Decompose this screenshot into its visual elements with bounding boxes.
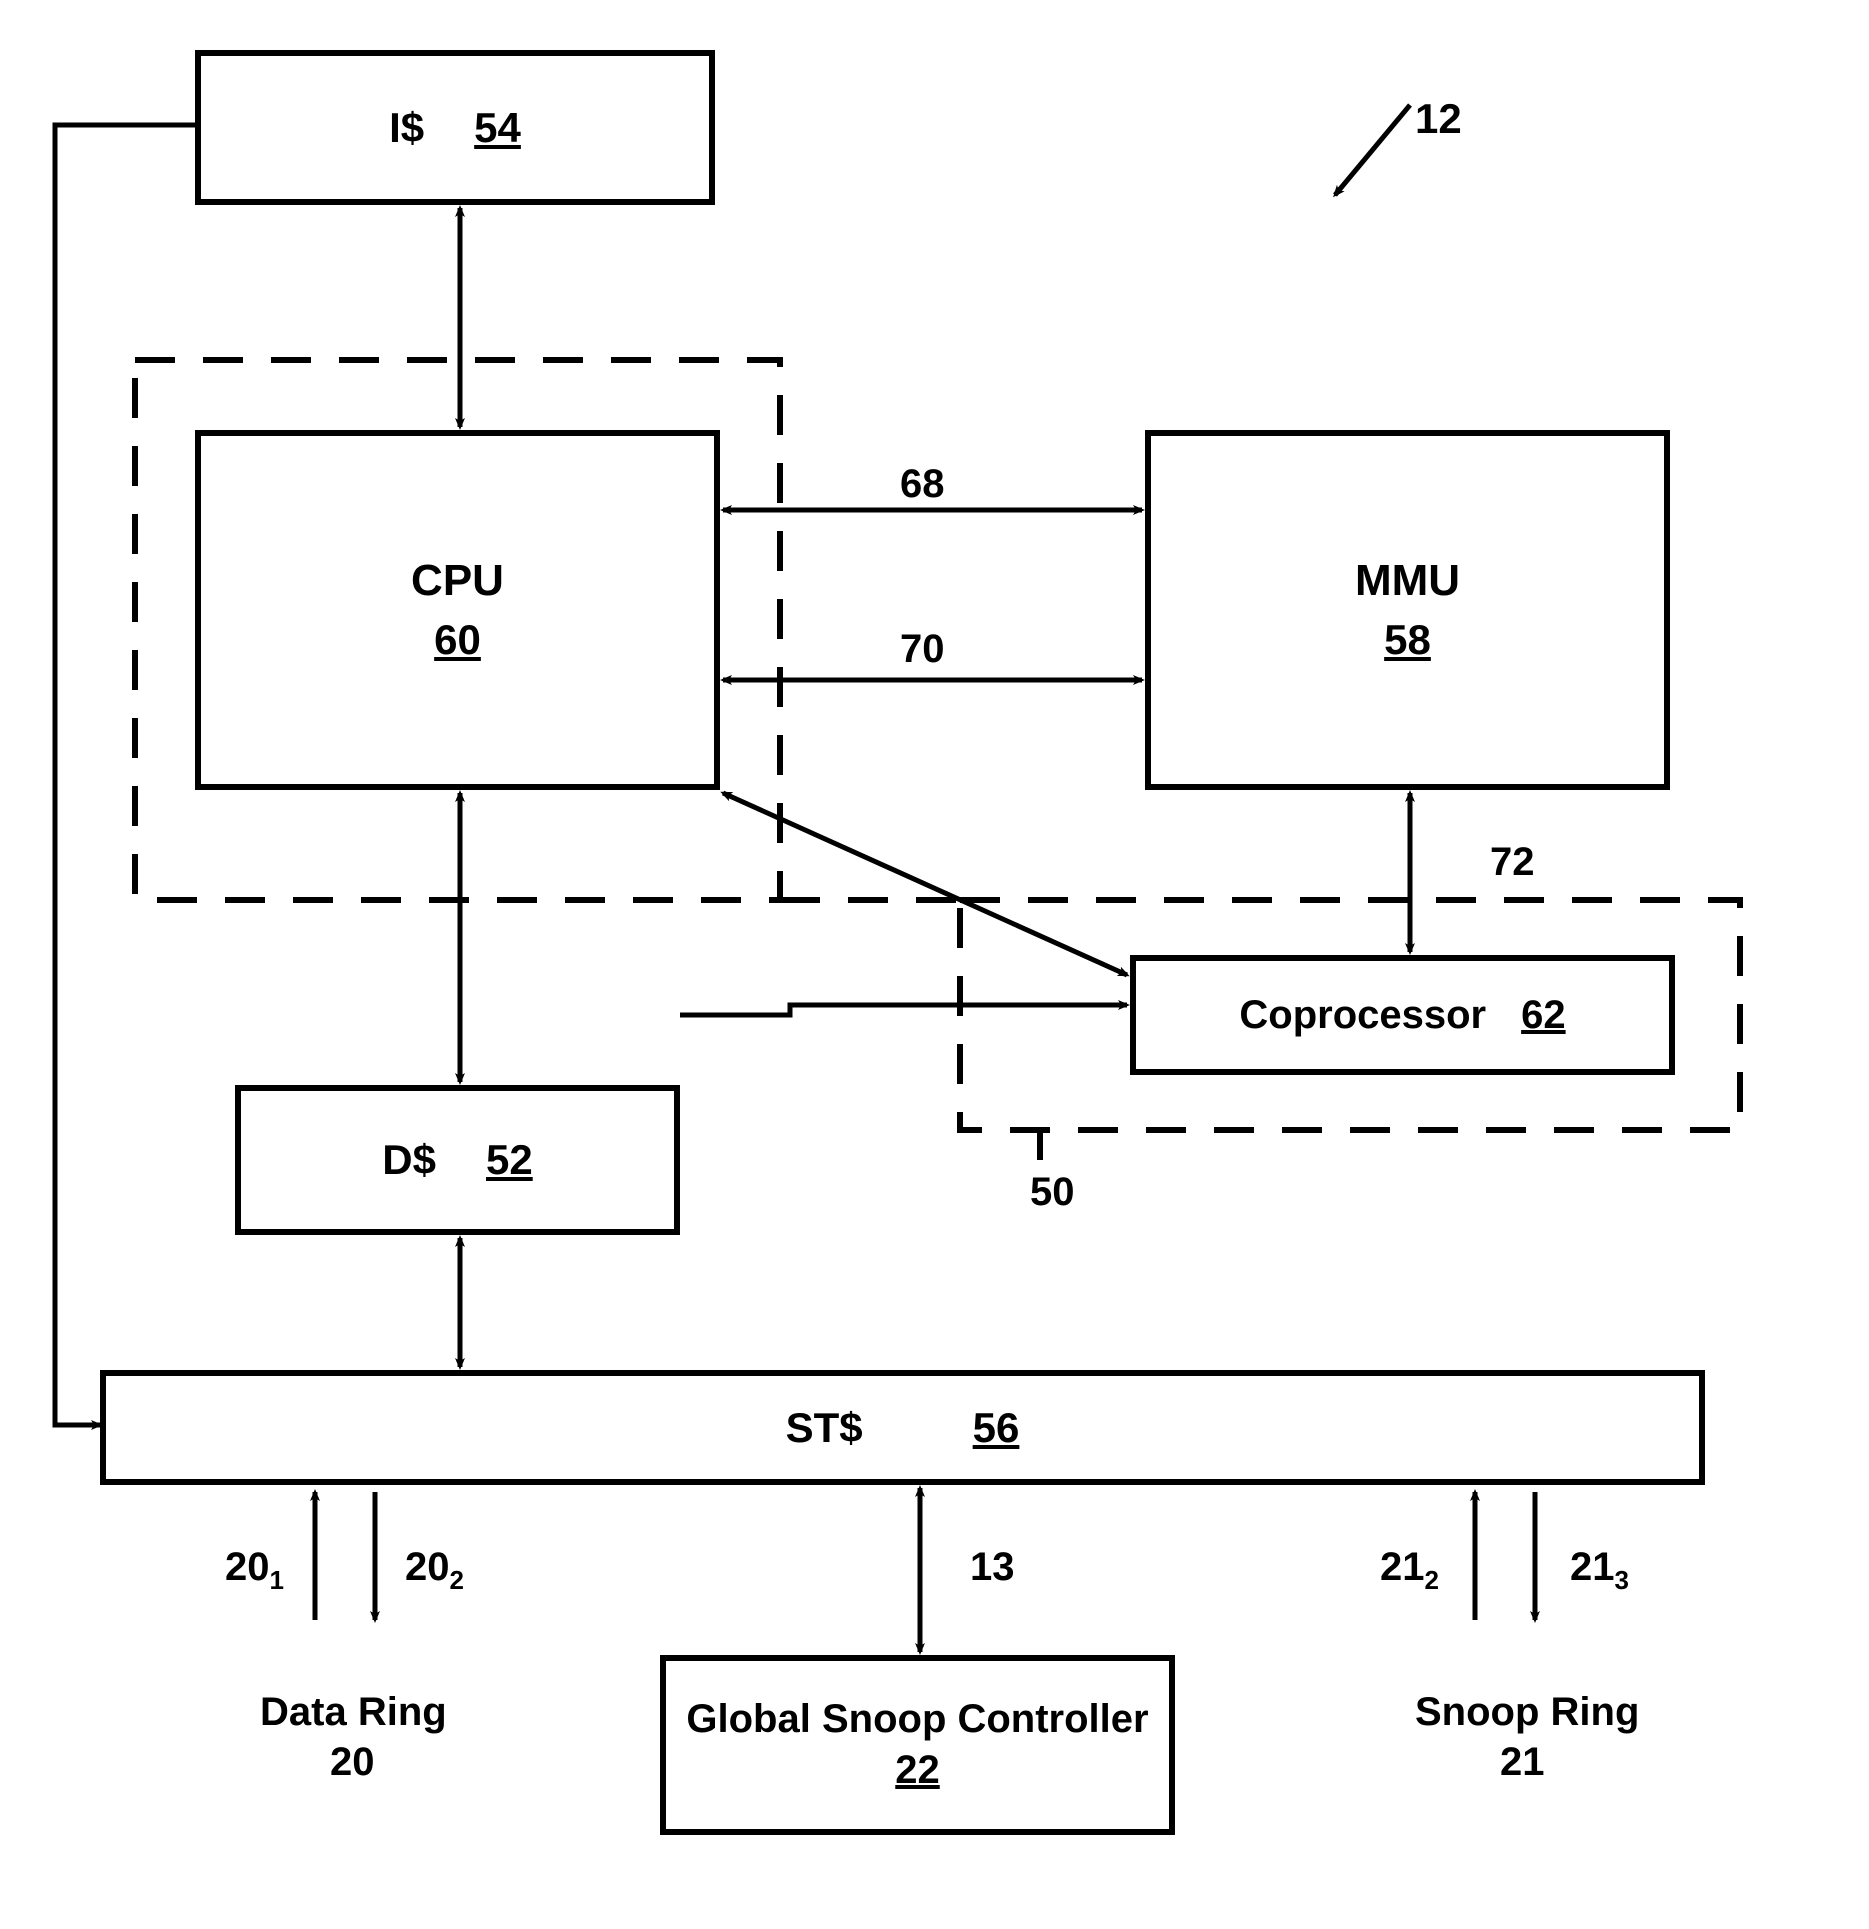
poly-dcache-coproc bbox=[680, 1005, 1127, 1015]
annot-snoopring-n: 21 bbox=[1500, 1740, 1545, 1785]
annot-snoopring-l: Snoop Ring bbox=[1415, 1690, 1639, 1735]
stcache-label: ST$ bbox=[786, 1404, 863, 1452]
annot-20-2: 202 bbox=[405, 1545, 464, 1596]
icache-box: I$ 54 bbox=[195, 50, 715, 205]
annot-20-1: 201 bbox=[225, 1545, 284, 1596]
annot-dataring-n: 20 bbox=[330, 1740, 375, 1785]
stcache-box: ST$ 56 bbox=[100, 1370, 1705, 1485]
mmu-num: 58 bbox=[1384, 616, 1431, 664]
mmu-box: MMU 58 bbox=[1145, 430, 1670, 790]
annot-figref: 12 bbox=[1415, 95, 1462, 143]
annot-21-3-n: 21 bbox=[1570, 1545, 1615, 1589]
annot-20-2-n: 20 bbox=[405, 1545, 450, 1589]
arrow-figref bbox=[1335, 105, 1410, 195]
dcache-num: 52 bbox=[486, 1136, 533, 1184]
cpu-num: 60 bbox=[434, 616, 481, 664]
annot-21-2-s: 2 bbox=[1425, 1565, 1439, 1595]
gsnoop-label: Global Snoop Controller bbox=[686, 1697, 1148, 1742]
annot-68: 68 bbox=[900, 462, 945, 507]
gsnoop-box: Global Snoop Controller 22 bbox=[660, 1655, 1175, 1835]
icache-label: I$ bbox=[389, 104, 424, 152]
mmu-label: MMU bbox=[1355, 556, 1460, 606]
stcache-num: 56 bbox=[973, 1404, 1020, 1452]
gsnoop-num: 22 bbox=[895, 1748, 940, 1793]
cpu-box: CPU 60 bbox=[195, 430, 720, 790]
coproc-box: Coprocessor 62 bbox=[1130, 955, 1675, 1075]
dcache-label: D$ bbox=[382, 1136, 436, 1184]
annot-13: 13 bbox=[970, 1545, 1015, 1590]
coproc-label: Coprocessor bbox=[1239, 993, 1486, 1038]
annot-20-1-n: 20 bbox=[225, 1545, 270, 1589]
coproc-num: 62 bbox=[1521, 993, 1566, 1038]
annot-dataring-l: Data Ring bbox=[260, 1690, 447, 1735]
annot-21-2: 212 bbox=[1380, 1545, 1439, 1596]
poly-icache-st bbox=[55, 125, 195, 1425]
arrow-cpu-coproc bbox=[723, 793, 1127, 975]
annot-21-2-n: 21 bbox=[1380, 1545, 1425, 1589]
annot-70: 70 bbox=[900, 627, 945, 672]
dcache-box: D$ 52 bbox=[235, 1085, 680, 1235]
cpu-label: CPU bbox=[411, 556, 504, 606]
annot-20-2-s: 2 bbox=[450, 1565, 464, 1595]
annot-21-3-s: 3 bbox=[1615, 1565, 1629, 1595]
annot-21-3: 213 bbox=[1570, 1545, 1629, 1596]
icache-num: 54 bbox=[474, 104, 521, 152]
annot-72: 72 bbox=[1490, 840, 1535, 885]
annot-20-1-s: 1 bbox=[270, 1565, 284, 1595]
annot-50: 50 bbox=[1030, 1170, 1075, 1215]
